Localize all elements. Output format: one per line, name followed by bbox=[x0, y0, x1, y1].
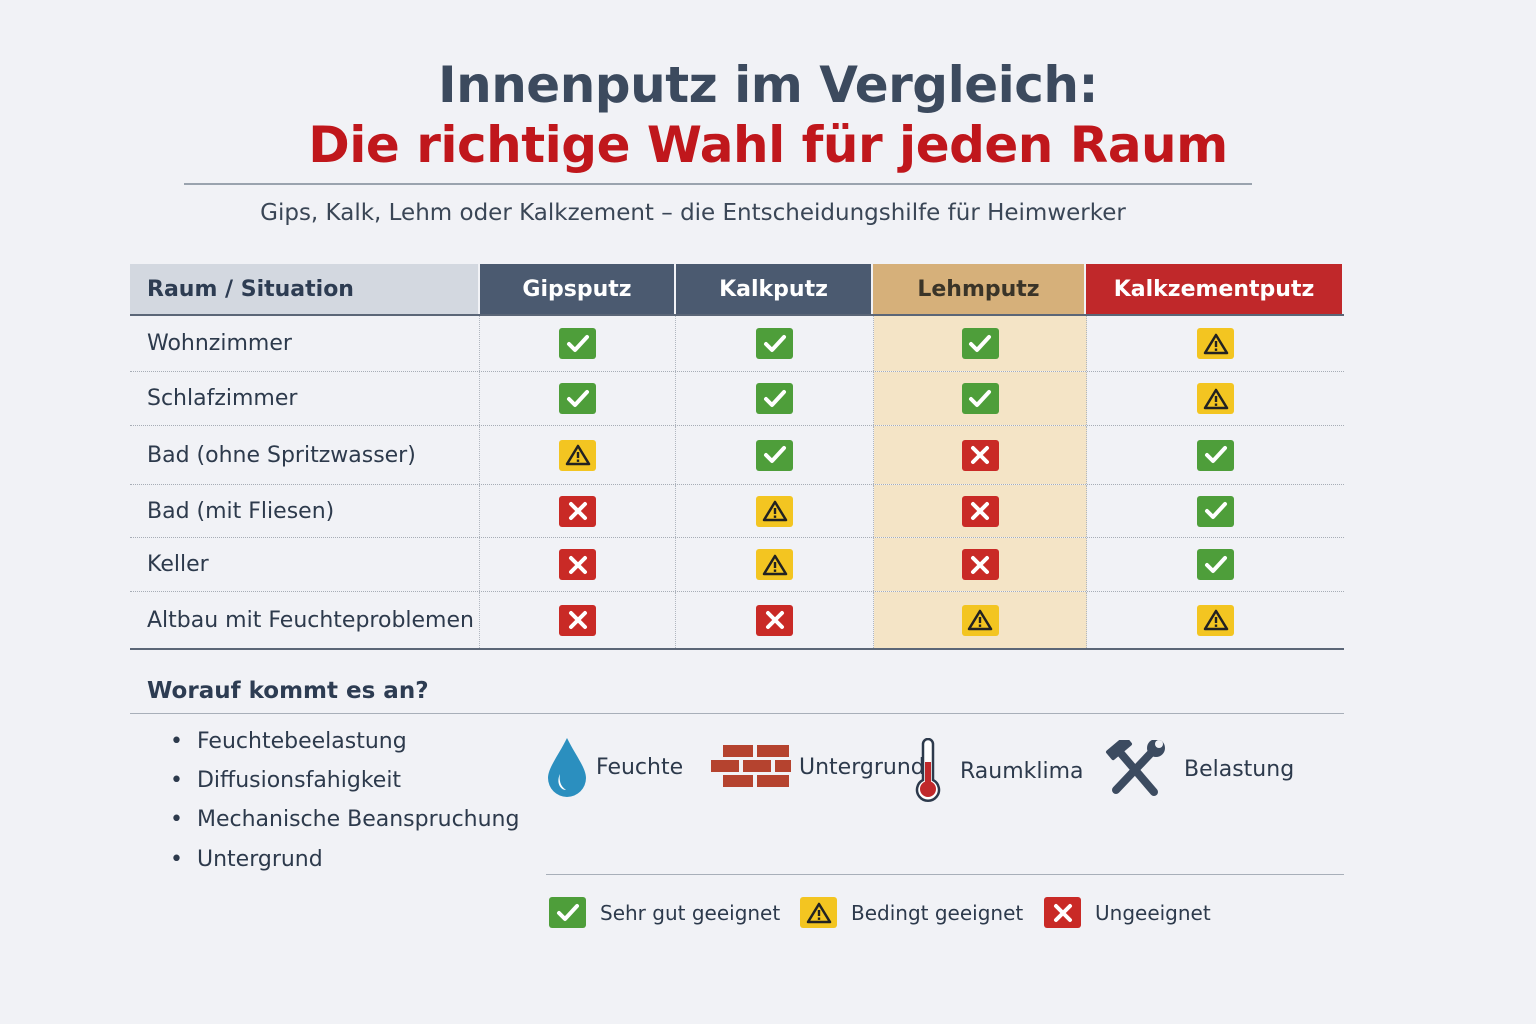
table-row: Wohnzimmer bbox=[130, 316, 1344, 372]
check-icon bbox=[756, 328, 793, 359]
cell-kalkputz bbox=[676, 538, 874, 591]
header-kalkzementputz: Kalkzementputz bbox=[1086, 264, 1342, 314]
legend-label: Sehr gut geeignet bbox=[600, 900, 781, 925]
table-row: Keller bbox=[130, 538, 1344, 592]
warning-icon bbox=[1197, 328, 1234, 359]
check-icon bbox=[559, 383, 596, 414]
cell-lehmputz bbox=[874, 372, 1087, 425]
cell-kalkputz bbox=[676, 316, 874, 371]
table-row: Altbau mit Feuchteproblemen bbox=[130, 592, 1344, 650]
header-raum: Raum / Situation bbox=[130, 264, 478, 314]
factor-label: Untergrund bbox=[799, 754, 925, 780]
cell-gipsputz bbox=[480, 316, 676, 371]
cell-lehmputz bbox=[874, 485, 1087, 537]
bullet-item: Diffusionsfahigkeit bbox=[170, 768, 401, 793]
check-icon bbox=[756, 439, 793, 471]
factors-title: Worauf kommt es an? bbox=[147, 678, 429, 704]
cross-icon bbox=[559, 549, 596, 580]
header-kalkputz: Kalkputz bbox=[676, 264, 871, 314]
check-icon bbox=[559, 328, 596, 359]
table-row: Bad (ohne Spritzwasser) bbox=[130, 426, 1344, 485]
cross-icon bbox=[1044, 897, 1081, 928]
legend-warn: Bedingt geeignet bbox=[800, 897, 1023, 928]
cross-icon bbox=[559, 495, 596, 527]
row-label: Schlafzimmer bbox=[130, 372, 480, 425]
check-icon bbox=[961, 383, 999, 414]
cell-lehmputz bbox=[874, 538, 1087, 591]
check-icon bbox=[1197, 439, 1234, 471]
row-label: Altbau mit Feuchteproblemen bbox=[130, 592, 480, 648]
warning-icon bbox=[800, 897, 837, 928]
legend-no: Ungeeignet bbox=[1044, 897, 1211, 928]
bullet-item: Mechanische Beanspruchung bbox=[170, 807, 519, 832]
cell-kalkzementputz bbox=[1087, 316, 1344, 371]
row-label: Keller bbox=[130, 538, 480, 591]
cell-gipsputz bbox=[480, 372, 676, 425]
subtitle: Gips, Kalk, Lehm oder Kalkzement – die E… bbox=[260, 200, 1126, 226]
cell-kalkzementputz bbox=[1087, 426, 1344, 484]
cell-kalkputz bbox=[676, 426, 874, 484]
warning-icon bbox=[1197, 383, 1234, 414]
cell-kalkzementputz bbox=[1087, 592, 1344, 648]
check-icon bbox=[1197, 549, 1234, 580]
cell-lehmputz bbox=[874, 592, 1087, 648]
title-line-1: Innenputz im Vergleich: bbox=[438, 56, 1098, 114]
cross-icon bbox=[961, 495, 999, 527]
cross-icon bbox=[961, 549, 999, 580]
factor-label: Raumklima bbox=[960, 758, 1084, 784]
warning-icon bbox=[559, 439, 596, 471]
cell-kalkzementputz bbox=[1087, 485, 1344, 537]
header-gipsputz: Gipsputz bbox=[480, 264, 674, 314]
factor-untergrund: Untergrund bbox=[711, 745, 925, 789]
bullet-item: Untergrund bbox=[170, 847, 323, 872]
comparison-table: Raum / Situation Gipsputz Kalkputz Lehmp… bbox=[130, 264, 1344, 650]
cross-icon bbox=[961, 439, 999, 471]
cell-kalkzementputz bbox=[1087, 372, 1344, 425]
row-label: Bad (mit Fliesen) bbox=[130, 485, 480, 537]
factor-raumklima: Raumklima bbox=[912, 738, 1084, 804]
cell-kalkzementputz bbox=[1087, 538, 1344, 591]
check-icon bbox=[1197, 495, 1234, 527]
thermometer-icon bbox=[915, 738, 941, 803]
factor-belastung: Belastung bbox=[1104, 740, 1294, 798]
cell-lehmputz bbox=[874, 316, 1087, 371]
table-row: Bad (mit Fliesen) bbox=[130, 485, 1344, 538]
table-header: Raum / Situation Gipsputz Kalkputz Lehmp… bbox=[130, 264, 1344, 316]
cell-lehmputz bbox=[874, 426, 1087, 484]
table-row: Schlafzimmer bbox=[130, 372, 1344, 426]
legend-label: Ungeeignet bbox=[1095, 900, 1211, 925]
cell-gipsputz bbox=[480, 426, 676, 484]
factor-feuchte: Feuchte bbox=[546, 736, 683, 798]
bullet-item: Feuchtebeelastung bbox=[170, 729, 407, 754]
title-line-2: Die richtige Wahl für jeden Raum bbox=[308, 116, 1228, 174]
warning-icon bbox=[1197, 604, 1234, 636]
warning-icon bbox=[756, 549, 793, 580]
cell-gipsputz bbox=[480, 592, 676, 648]
row-label: Wohnzimmer bbox=[130, 316, 480, 371]
cell-gipsputz bbox=[480, 485, 676, 537]
check-icon bbox=[961, 328, 999, 359]
row-label: Bad (ohne Spritzwasser) bbox=[130, 426, 480, 484]
check-icon bbox=[756, 383, 793, 414]
warning-icon bbox=[756, 495, 793, 527]
brick-wall-icon bbox=[711, 745, 791, 787]
cell-kalkputz bbox=[676, 592, 874, 648]
divider bbox=[546, 874, 1344, 875]
divider bbox=[184, 183, 1252, 185]
cell-kalkputz bbox=[676, 372, 874, 425]
legend-label: Bedingt geeignet bbox=[851, 900, 1024, 925]
cross-icon bbox=[756, 604, 793, 636]
header-lehmputz: Lehmputz bbox=[873, 264, 1084, 314]
water-drop-icon bbox=[548, 738, 586, 797]
cell-gipsputz bbox=[480, 538, 676, 591]
cross-icon bbox=[559, 604, 596, 636]
divider bbox=[130, 713, 1344, 714]
legend-ok: Sehr gut geeignet bbox=[549, 897, 780, 928]
hammer-wrench-icon bbox=[1106, 740, 1165, 796]
factor-label: Belastung bbox=[1184, 756, 1295, 782]
check-icon bbox=[549, 897, 586, 928]
factor-label: Feuchte bbox=[596, 754, 684, 780]
cell-kalkputz bbox=[676, 485, 874, 537]
warning-icon bbox=[961, 604, 999, 636]
